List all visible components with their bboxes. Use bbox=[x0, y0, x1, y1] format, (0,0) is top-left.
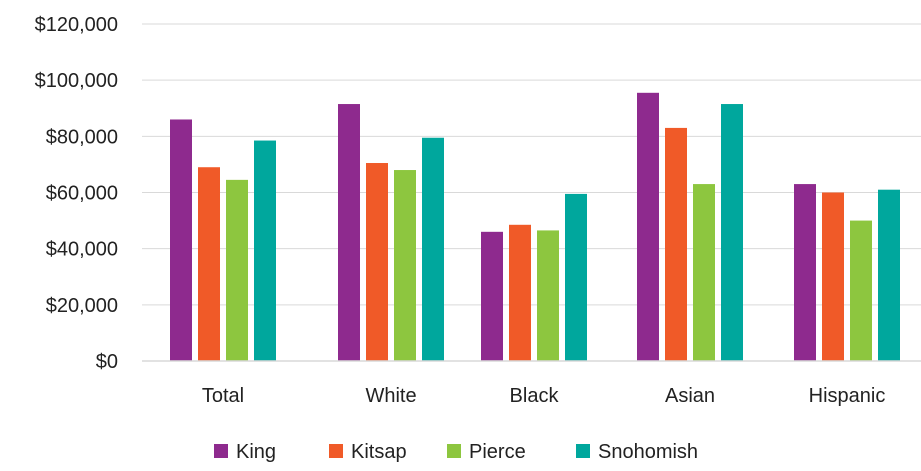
legend-item-pierce: Pierce bbox=[447, 441, 526, 463]
legend-label-kitsap: Kitsap bbox=[351, 441, 407, 463]
legend-swatch-snohomish bbox=[576, 444, 590, 458]
bar-king-white bbox=[338, 104, 360, 361]
bar-snohomish-total bbox=[254, 140, 276, 361]
bar-pierce-white bbox=[394, 170, 416, 361]
legend-item-king: King bbox=[214, 441, 276, 463]
x-axis-tick-labels: Total White Black Asian Hispanic bbox=[202, 385, 885, 407]
bar-king-asian bbox=[637, 92, 659, 361]
bar-king-black bbox=[481, 231, 503, 361]
bar-pierce-black bbox=[537, 230, 559, 361]
bar-kitsap-total bbox=[198, 167, 220, 361]
legend-swatch-kitsap bbox=[329, 444, 343, 458]
legend-item-snohomish: Snohomish bbox=[576, 441, 698, 463]
bar-snohomish-hispanic bbox=[878, 189, 900, 361]
y-tick-label: $120,000 bbox=[35, 14, 118, 36]
legend: King Kitsap Pierce Snohomish bbox=[214, 441, 698, 463]
x-tick-label-hispanic: Hispanic bbox=[809, 385, 886, 407]
x-tick-label-black: Black bbox=[510, 385, 560, 407]
y-tick-label: $100,000 bbox=[35, 70, 118, 92]
bar-king-total bbox=[170, 119, 192, 361]
bar-king-hispanic bbox=[794, 184, 816, 361]
bar-snohomish-white bbox=[422, 137, 444, 361]
legend-item-kitsap: Kitsap bbox=[329, 441, 407, 463]
x-tick-label-asian: Asian bbox=[665, 385, 715, 407]
bar-kitsap-hispanic bbox=[822, 192, 844, 361]
y-axis-tick-labels: $0 $20,000 $40,000 $60,000 $80,000 $100,000 $1… bbox=[35, 14, 118, 373]
bar-kitsap-asian bbox=[665, 127, 687, 362]
bar-snohomish-asian bbox=[721, 104, 743, 361]
y-tick-label: $60,000 bbox=[46, 183, 118, 205]
legend-label-pierce: Pierce bbox=[469, 441, 526, 463]
legend-label-king: King bbox=[236, 441, 276, 463]
bar-snohomish-black bbox=[565, 193, 587, 361]
x-tick-label-total: Total bbox=[202, 385, 244, 407]
legend-label-snohomish: Snohomish bbox=[598, 441, 698, 463]
legend-swatch-pierce bbox=[447, 444, 461, 458]
bar-pierce-hispanic bbox=[850, 220, 872, 361]
bar-kitsap-white bbox=[366, 163, 388, 361]
bar-pierce-total bbox=[226, 179, 248, 361]
legend-swatch-king bbox=[214, 444, 228, 458]
bar-kitsap-black bbox=[509, 224, 531, 361]
y-tick-label: $80,000 bbox=[46, 126, 118, 148]
bar-pierce-asian bbox=[693, 184, 715, 361]
y-tick-label: $0 bbox=[96, 351, 118, 373]
bars bbox=[170, 92, 900, 362]
y-tick-label: $40,000 bbox=[46, 239, 118, 261]
x-tick-label-white: White bbox=[365, 385, 416, 407]
y-tick-label: $20,000 bbox=[46, 295, 118, 317]
